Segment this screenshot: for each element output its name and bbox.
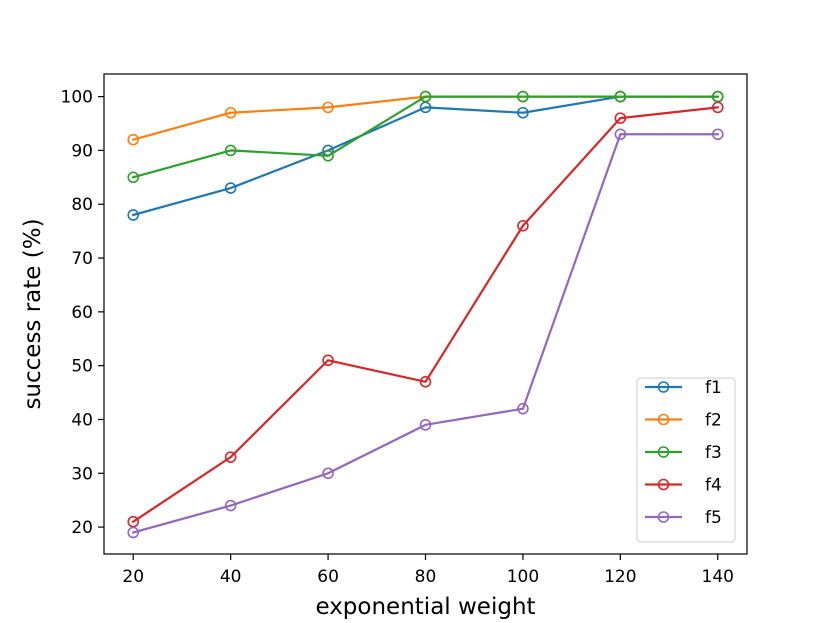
legend-marker-f3 [657, 446, 670, 458]
data-point-f1-20 [127, 209, 140, 221]
legend-marker-f1 [657, 381, 670, 393]
legend-item-f5: f5 [645, 508, 722, 528]
data-point-f4-80 [419, 376, 432, 388]
data-point-f5-140 [711, 128, 724, 141]
y-axis-label: success rate (%) [20, 218, 46, 409]
data-point-f3-100 [517, 90, 529, 103]
data-point-f3-80 [419, 90, 432, 103]
y-tick-label-80: 80 [71, 195, 93, 215]
data-point-f2-60 [322, 101, 334, 114]
data-point-f4-140 [711, 101, 724, 114]
legend-marker-f4 [657, 478, 670, 491]
x-axis: 20 40 60 80 100 120 140 [122, 554, 734, 587]
data-point-f5-60 [322, 467, 334, 480]
data-point-f3-120 [614, 90, 627, 103]
data-point-f4-120 [614, 112, 627, 124]
y-tick-label-70: 70 [71, 249, 93, 269]
x-tick-label-80: 80 [415, 567, 437, 587]
data-point-f4-100 [517, 219, 529, 232]
series-f3 [127, 90, 724, 184]
y-tick-label-60: 60 [71, 303, 93, 323]
data-point-f5-80 [419, 419, 432, 431]
data-point-f1-100 [517, 106, 529, 119]
data-point-f1-40 [224, 182, 237, 194]
legend-marker-f5 [657, 511, 670, 523]
y-tick-label-30: 30 [71, 464, 93, 484]
series-layer [127, 90, 724, 539]
series-f4 [127, 101, 724, 528]
legend-item-f3: f3 [645, 443, 722, 463]
x-tick-label-60: 60 [317, 567, 339, 587]
legend-label-f2: f2 [705, 411, 722, 431]
series-line-f4 [131, 106, 719, 524]
legend: f1 f2 f3 f4 f5 [636, 377, 736, 543]
y-tick-label-40: 40 [71, 410, 93, 430]
data-point-f5-100 [517, 402, 529, 415]
x-tick-label-100: 100 [507, 567, 539, 587]
legend-label-f3: f3 [705, 443, 722, 463]
x-tick-label-40: 40 [220, 567, 242, 587]
data-point-f5-120 [614, 128, 627, 141]
series-line-f5 [131, 133, 719, 534]
data-point-f4-60 [322, 354, 334, 367]
data-point-f4-40 [224, 451, 237, 463]
legend-marker-f2 [657, 413, 670, 426]
data-point-f3-40 [224, 144, 237, 157]
legend-item-f4: f4 [645, 476, 722, 496]
data-point-f3-60 [322, 149, 334, 162]
x-axis-label: exponential weight [315, 594, 535, 620]
data-point-f2-40 [224, 106, 237, 119]
data-point-f3-20 [127, 171, 140, 184]
data-point-f5-20 [127, 526, 140, 539]
y-tick-label-50: 50 [71, 357, 93, 377]
data-point-f2-20 [127, 133, 140, 146]
legend-item-f2: f2 [645, 411, 722, 431]
series-line-f3 [131, 95, 719, 179]
x-tick-label-120: 120 [604, 567, 636, 587]
y-axis: 20 30 40 50 60 70 80 90 100 [61, 88, 104, 538]
legend-item-f1: f1 [645, 378, 722, 398]
legend-label-f5: f5 [705, 508, 722, 528]
x-tick-label-20: 20 [122, 567, 144, 587]
legend-label-f4: f4 [705, 476, 722, 496]
data-point-f5-40 [224, 499, 237, 512]
series-f5 [127, 128, 724, 539]
x-tick-label-140: 140 [702, 567, 734, 587]
y-tick-label-100: 100 [61, 88, 93, 108]
y-tick-label-20: 20 [71, 518, 93, 538]
y-tick-label-90: 90 [71, 141, 93, 161]
legend-label-f1: f1 [705, 378, 722, 398]
